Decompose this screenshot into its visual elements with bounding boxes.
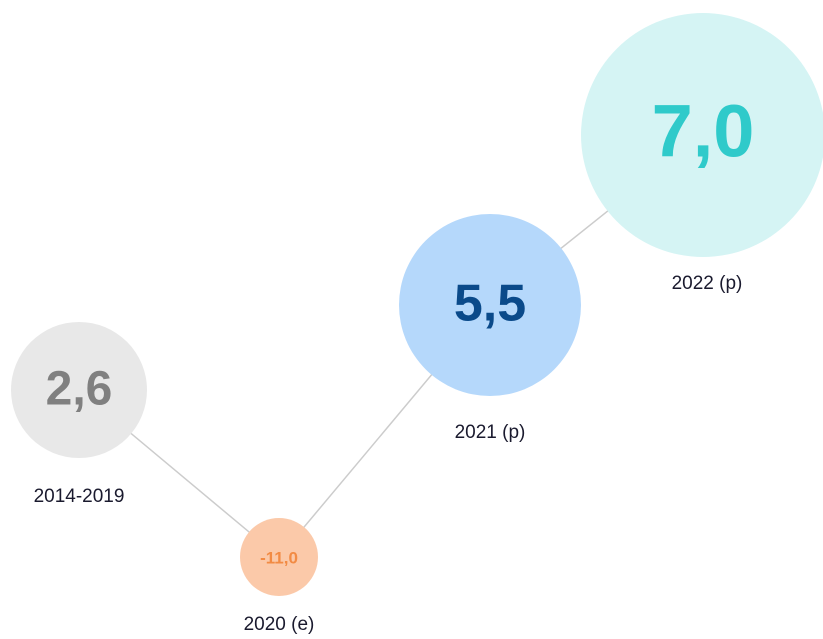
category-label: 2022 (p) bbox=[672, 273, 743, 294]
category-label: 2020 (e) bbox=[244, 614, 315, 635]
bubble bbox=[581, 13, 823, 257]
bubble bbox=[399, 214, 581, 396]
value-label: -11,0 bbox=[260, 548, 298, 567]
bubble bbox=[240, 518, 318, 596]
category-label: 2021 (p) bbox=[455, 422, 526, 443]
value-label: 5,5 bbox=[454, 275, 526, 333]
value-label: 2,6 bbox=[46, 363, 113, 416]
value-label: 7,0 bbox=[652, 90, 755, 173]
category-label: 2014-2019 bbox=[34, 486, 125, 507]
bubble bbox=[11, 322, 147, 458]
connector-line bbox=[78, 134, 704, 559]
